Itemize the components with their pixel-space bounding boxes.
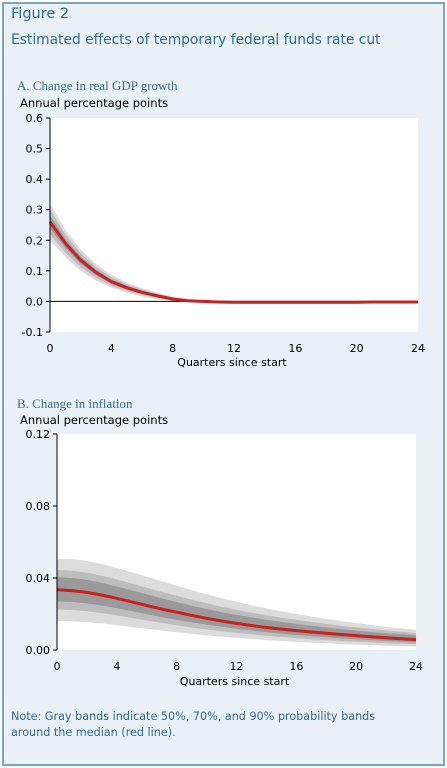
panel-a-xtick-label: 0 <box>47 342 54 355</box>
panel-b-ytick-label: 0.12 <box>26 428 51 441</box>
panel-b-xtick-label: 16 <box>289 660 303 673</box>
panel-a-xtick-label: 16 <box>288 342 302 355</box>
panel-a-title: A. Change in real GDP growth <box>17 78 178 93</box>
panel-a-ytick-label: 0.0 <box>26 295 44 308</box>
panel-b-ytick-label: 0.08 <box>26 500 51 513</box>
panel-a-ytick-label: 0.1 <box>26 265 44 278</box>
panel-a-ytick-label: 0.6 <box>26 112 44 125</box>
figure-title: Estimated effects of temporary federal f… <box>11 32 381 48</box>
panel-b-ylabel: Annual percentage points <box>20 413 169 427</box>
figure-label: Figure 2 <box>11 6 70 22</box>
panel-a-ytick-label: 0.3 <box>26 204 44 217</box>
panel-b-ytick-label: 0.04 <box>26 572 51 585</box>
panel-a-ylabel: Annual percentage points <box>20 96 169 110</box>
panel-a-median-line <box>48 221 418 304</box>
panel-b-xtick-label: 0 <box>54 660 61 673</box>
panel-a-xtick-label: 24 <box>411 342 425 355</box>
panel-b-xtick-label: 4 <box>113 660 120 673</box>
figure-note: Note: Gray bands indicate 50%, 70%, and … <box>11 710 376 739</box>
panel-a-xtick-label: 4 <box>108 342 115 355</box>
panel-a-xtick-label: 20 <box>350 342 364 355</box>
panel-a-ytick-label: 0.5 <box>26 143 44 156</box>
panel-b-xtick-label: 24 <box>409 660 423 673</box>
panel-b-xlabel: Quarters since start <box>180 675 290 688</box>
panel-b-xtick-label: 8 <box>173 660 180 673</box>
panel-a-xtick-label: 12 <box>227 342 241 355</box>
panel-b-ytick-label: 0.00 <box>26 644 51 657</box>
panel-b-band-70pct <box>57 569 416 645</box>
panel-a-ytick-label: -0.1 <box>22 326 43 339</box>
panel-a-xtick-label: 8 <box>169 342 176 355</box>
panel-b-title: B. Change in inflation <box>17 396 133 411</box>
panel-b-median-line <box>56 588 417 642</box>
panel-b-xtick-label: 20 <box>349 660 363 673</box>
panel-b-xtick-label: 12 <box>230 660 244 673</box>
panel-a-plot-area <box>50 118 418 332</box>
panel-a-xlabel: Quarters since start <box>177 356 287 369</box>
panel-a-ytick-label: 0.2 <box>26 234 44 247</box>
panel-a-ytick-label: 0.4 <box>26 173 44 186</box>
